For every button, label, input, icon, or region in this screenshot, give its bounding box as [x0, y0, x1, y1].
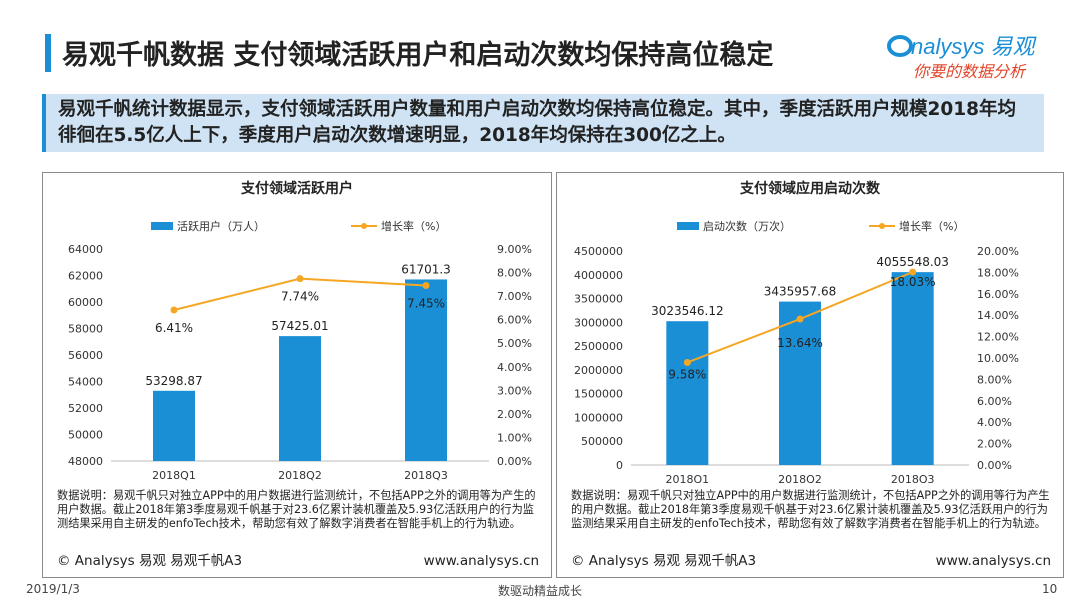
page-number: 10 — [1042, 582, 1058, 596]
y2-tick-label: 16.00% — [977, 288, 1019, 301]
bar-value-label: 57425.01 — [271, 319, 328, 333]
y-tick-label: 50000 — [68, 429, 103, 442]
y2-tick-label: 8.00% — [497, 267, 532, 280]
y2-tick-label: 6.00% — [497, 314, 532, 327]
y2-tick-label: 8.00% — [977, 373, 1012, 386]
y2-tick-label: 2.00% — [977, 438, 1012, 451]
y2-tick-label: 18.00% — [977, 266, 1019, 279]
y-tick-label: 500000 — [581, 435, 623, 448]
legend-bar-swatch — [677, 222, 699, 230]
bar — [779, 301, 821, 465]
y2-tick-label: 7.00% — [497, 290, 532, 303]
y-tick-label: 3500000 — [574, 293, 623, 306]
bar-value-label: 4055548.03 — [876, 255, 949, 269]
chart-copyright: © Analysys 易观 易观千帆A3 — [571, 553, 757, 569]
y-tick-label: 4000000 — [574, 269, 623, 282]
legend-line-label: 增长率（%） — [899, 219, 964, 233]
bar — [405, 279, 447, 461]
chart-note: 数据说明：易观千帆只对独立APP中的用户数据进行监测统计，不包括APP之外的调用… — [571, 489, 1050, 530]
page-slogan: 数驱动精益成长 — [497, 584, 582, 598]
y2-tick-label: 2.00% — [497, 408, 532, 421]
y-tick-label: 64000 — [68, 243, 103, 256]
legend-bar-swatch — [151, 222, 173, 230]
page-title: 易观千帆数据 支付领域活跃用户和启动次数均保持高位稳定 — [62, 40, 774, 71]
growth-rate-label: 7.74% — [281, 290, 319, 304]
bar — [279, 336, 321, 461]
growth-rate-point — [170, 306, 178, 314]
x-tick-label: 2018Q2 — [278, 469, 322, 482]
bar-value-label: 3023546.12 — [651, 304, 724, 318]
y2-tick-label: 4.00% — [977, 416, 1012, 429]
summary-box: 易观千帆统计数据显示，支付领域活跃用户数量和用户启动次数均保持高位稳定。其中，季… — [42, 94, 1044, 152]
legend-bar-label: 启动次数（万次） — [703, 219, 791, 233]
y-tick-label: 3000000 — [574, 316, 623, 329]
growth-rate-point — [909, 268, 917, 276]
chart-panel-app-launches: 支付领域应用启动次数启动次数（万次） 增长率（%） 4500000 4000000 35… — [556, 172, 1064, 578]
x-tick-label: 2018Q3 — [891, 473, 935, 483]
x-tick-label: 2018Q3 — [404, 469, 448, 482]
chart-note: 数据说明：易观千帆只对独立APP中的用户数据进行监测统计，不包括APP之外的调用… — [57, 489, 536, 530]
growth-rate-label: 9.58% — [668, 367, 706, 381]
y2-tick-label: 20.00% — [977, 245, 1019, 258]
logo-slogan: 你要的数据分析 — [913, 62, 1027, 81]
growth-rate-point — [796, 315, 804, 323]
bar-value-label: 61701.3 — [401, 262, 451, 276]
legend-bar-label: 活跃用户（万人） — [177, 219, 265, 233]
x-tick-label: 2018Q1 — [152, 469, 196, 482]
bar — [891, 272, 934, 465]
growth-rate-label: 13.64% — [777, 336, 823, 350]
growth-rate-point — [422, 282, 430, 290]
y2-tick-label: 3.00% — [497, 384, 532, 397]
y-tick-label: 2000000 — [574, 364, 623, 377]
y-tick-label: 1500000 — [574, 388, 623, 401]
y2-tick-label: 14.00% — [977, 309, 1019, 322]
y-tick-label: 48000 — [68, 455, 103, 468]
growth-rate-label: 18.03% — [890, 275, 936, 289]
y-tick-label: 4500000 — [574, 245, 623, 258]
y2-tick-label: 0.00% — [497, 455, 532, 468]
y2-tick-label: 9.00% — [497, 243, 532, 256]
y-tick-label: 0 — [616, 459, 623, 472]
chart-website: www.analysys.cn — [935, 553, 1051, 569]
analysys-logo: nalysys 易观 你要的数据分析 — [887, 34, 1037, 81]
y-tick-label: 52000 — [68, 402, 103, 415]
growth-rate-point — [683, 358, 691, 366]
chart-website: www.analysys.cn — [423, 553, 539, 569]
chart-title: 支付领域应用启动次数 — [739, 180, 881, 197]
bar-value-label: 3435957.68 — [764, 285, 837, 299]
y2-tick-label: 1.00% — [497, 431, 532, 444]
bar — [153, 390, 195, 461]
y2-tick-label: 0.00% — [977, 459, 1012, 472]
y-tick-label: 58000 — [68, 323, 103, 336]
growth-rate-label: 7.45% — [407, 297, 445, 311]
title-accent-bar — [45, 34, 51, 72]
y-tick-label: 56000 — [68, 349, 103, 362]
y2-tick-label: 10.00% — [977, 352, 1019, 365]
chart-copyright: © Analysys 易观 易观千帆A3 — [57, 553, 243, 569]
x-tick-label: 2018Q2 — [778, 473, 822, 483]
legend-line-marker — [361, 223, 367, 229]
bar-value-label: 53298.87 — [145, 374, 202, 388]
y2-tick-label: 4.00% — [497, 361, 532, 374]
legend-line-marker — [879, 223, 885, 229]
page-date: 2019/1/3 — [26, 582, 80, 596]
y2-tick-label: 6.00% — [977, 395, 1012, 408]
y-tick-label: 2500000 — [574, 340, 623, 353]
y-tick-label: 54000 — [68, 376, 103, 389]
y-tick-label: 60000 — [68, 296, 103, 309]
y-tick-label: 62000 — [68, 270, 103, 283]
chart-title: 支付领域活跃用户 — [240, 180, 353, 197]
logo-wordmark: nalysys 易观 — [911, 34, 1037, 59]
growth-rate-point — [296, 275, 304, 283]
chart-panel-active-users: 支付领域活跃用户活跃用户（万人） 增长率（%） 64000 62000 60000 580… — [42, 172, 552, 578]
legend-line-label: 增长率（%） — [381, 219, 446, 233]
bar — [666, 321, 709, 465]
y2-tick-label: 5.00% — [497, 337, 532, 350]
growth-rate-label: 6.41% — [155, 321, 193, 335]
y2-tick-label: 12.00% — [977, 331, 1019, 344]
y-tick-label: 1000000 — [574, 411, 623, 424]
x-tick-label: 2018Q1 — [666, 473, 710, 483]
